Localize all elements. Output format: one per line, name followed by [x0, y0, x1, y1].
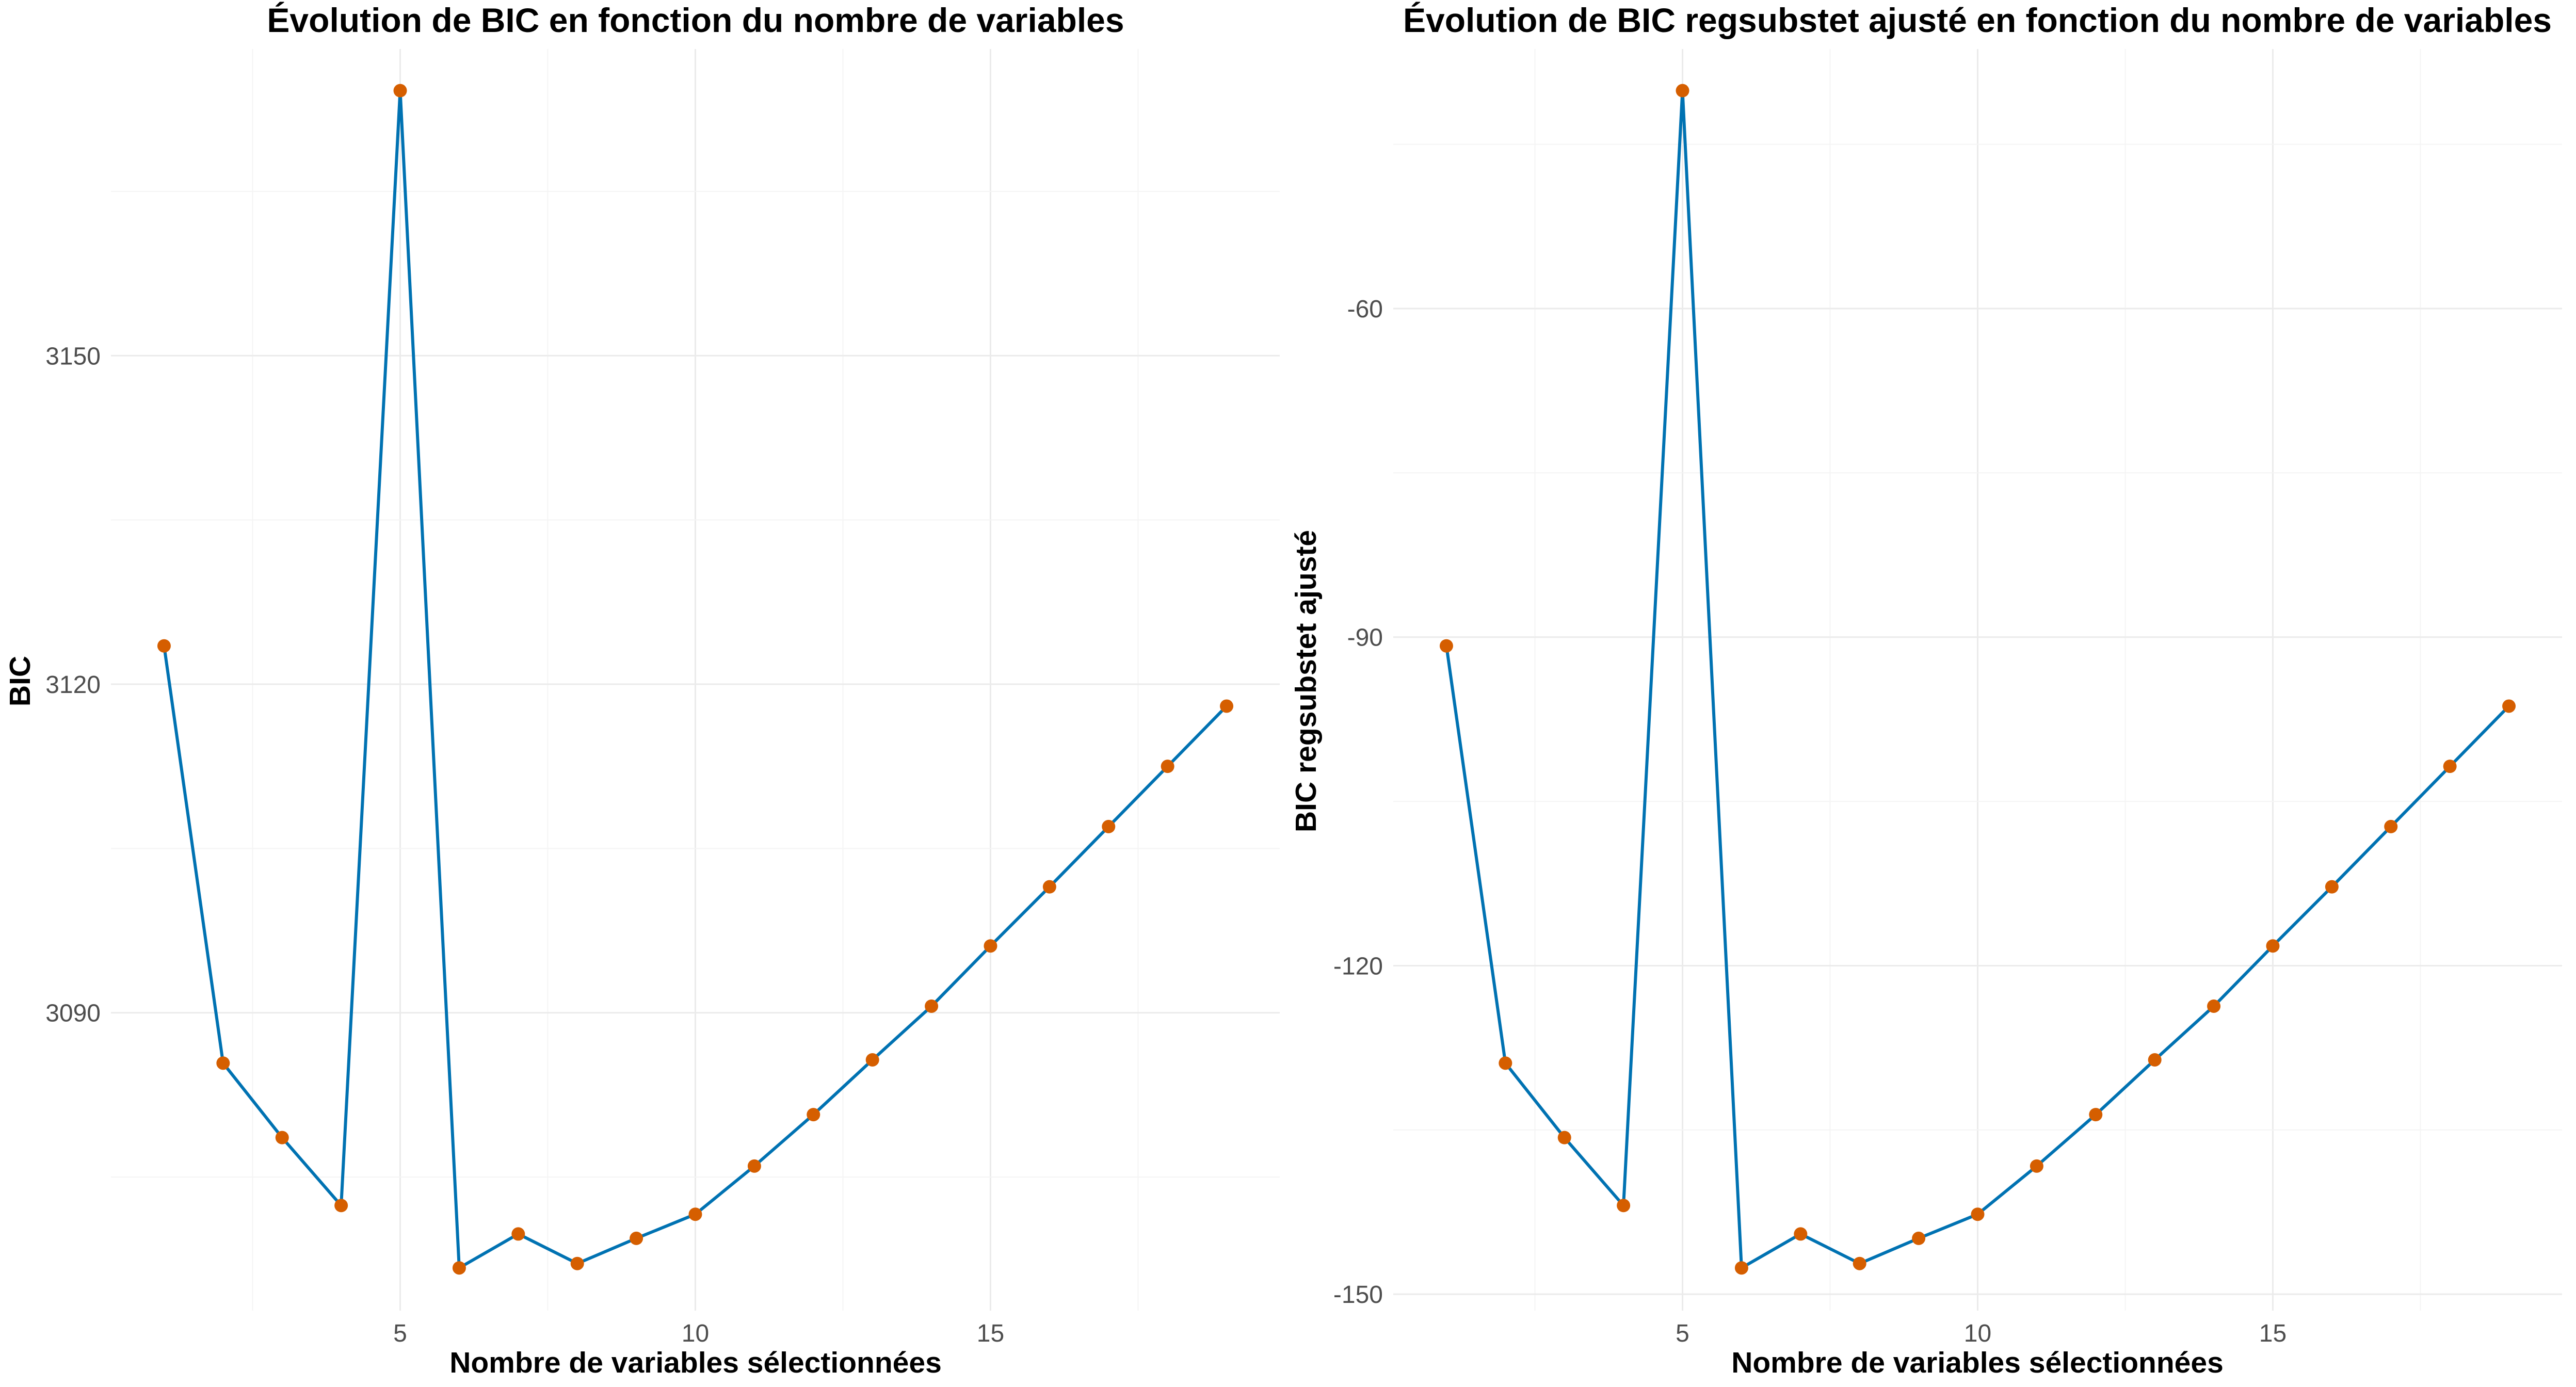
series [157, 84, 1234, 1275]
y-tick-label: -60 [1347, 296, 1383, 323]
data-point [2266, 939, 2280, 953]
data-point [1794, 1227, 1808, 1241]
data-point [2030, 1159, 2043, 1173]
data-point [925, 999, 939, 1013]
data-point [216, 1056, 230, 1070]
data-point [1557, 1131, 1571, 1144]
data-point [2325, 880, 2339, 894]
data-point [157, 639, 171, 653]
data-point [334, 1199, 348, 1213]
chart-title: Évolution de BIC regsubstet ajusté en fo… [1403, 1, 2552, 39]
y-tick-label: -120 [1333, 953, 1383, 980]
data-point [865, 1053, 879, 1067]
data-point [2148, 1053, 2162, 1067]
x-tick-label: 15 [977, 1320, 1004, 1347]
data-point [2207, 999, 2221, 1013]
x-tick-label: 5 [1676, 1320, 1689, 1347]
y-axis-label: BIC regsubstet ajusté [1290, 530, 1323, 832]
grid [111, 49, 1280, 1311]
series [1439, 84, 2516, 1275]
data-point [1734, 1261, 1748, 1275]
chart-bic-ajuste: Évolution de BIC regsubstet ajusté en fo… [1290, 1, 2562, 1379]
data-point [807, 1108, 820, 1122]
data-point [1853, 1256, 1866, 1270]
data-point [1220, 699, 1234, 713]
data-point [1912, 1231, 1926, 1245]
data-point [1499, 1056, 1512, 1070]
x-axis-label: Nombre de variables sélectionnées [449, 1346, 942, 1379]
data-point [1042, 880, 1056, 894]
chart-bic: Évolution de BIC en fonction du nombre d… [4, 1, 1280, 1379]
y-tick-label: 3120 [45, 671, 101, 699]
tick-labels: 5 10 15 3090 3120 3150 [45, 343, 1004, 1347]
y-axis-label: BIC [4, 656, 37, 706]
data-point [2502, 699, 2516, 713]
x-tick-label: 10 [1964, 1320, 1991, 1347]
data-point [1676, 84, 1689, 98]
data-point [1161, 760, 1174, 773]
data-point [2443, 760, 2457, 773]
data-point [275, 1131, 289, 1144]
data-point [2089, 1108, 2103, 1122]
data-point [511, 1227, 525, 1241]
data-point [1439, 639, 1453, 653]
data-point [688, 1207, 702, 1221]
data-point [452, 1261, 466, 1275]
data-point [747, 1159, 761, 1173]
x-tick-label: 10 [682, 1320, 709, 1347]
data-point [570, 1256, 584, 1270]
chart-title: Évolution de BIC en fonction du nombre d… [267, 1, 1124, 39]
x-tick-label: 5 [393, 1320, 407, 1347]
y-tick-label: -90 [1347, 624, 1383, 652]
data-point [1102, 819, 1116, 833]
data-point [630, 1231, 643, 1245]
x-axis-label: Nombre de variables sélectionnées [1731, 1346, 2224, 1379]
data-point [1617, 1199, 1631, 1213]
x-tick-label: 15 [2259, 1320, 2287, 1347]
y-tick-label: -150 [1333, 1281, 1383, 1309]
data-point [984, 939, 997, 953]
data-point [393, 84, 407, 98]
tick-labels: 5 10 15 -150 -120 -90 -60 [1333, 296, 2287, 1347]
data-point [1971, 1207, 1985, 1221]
grid [1393, 49, 2562, 1311]
y-tick-label: 3090 [45, 1000, 101, 1027]
data-point [2384, 819, 2398, 833]
y-tick-label: 3150 [45, 343, 101, 370]
